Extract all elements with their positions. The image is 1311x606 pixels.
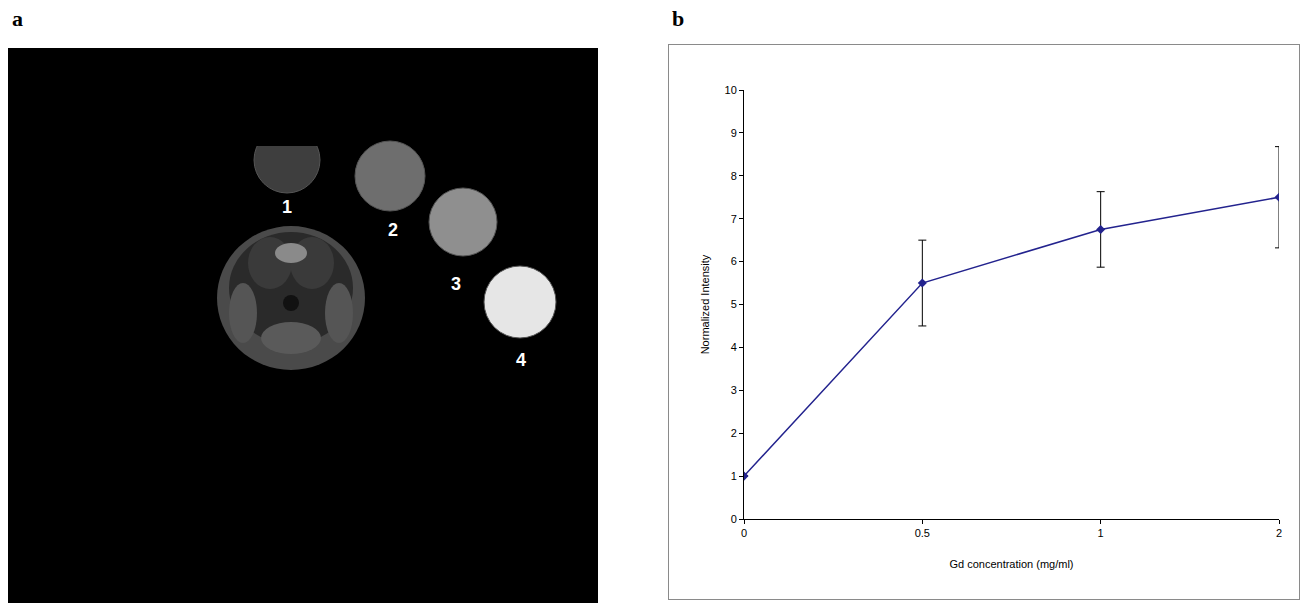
svg-text:2: 2 [731, 427, 737, 439]
svg-text:10: 10 [725, 84, 737, 96]
svg-text:3: 3 [451, 274, 461, 294]
svg-text:8: 8 [731, 170, 737, 182]
svg-text:0: 0 [741, 527, 747, 539]
svg-text:Normalized Intensity: Normalized Intensity [699, 254, 711, 354]
svg-text:3: 3 [731, 384, 737, 396]
svg-text:6: 6 [731, 255, 737, 267]
svg-text:2: 2 [388, 220, 398, 240]
svg-text:5: 5 [731, 298, 737, 310]
svg-text:1: 1 [731, 470, 737, 482]
html-text:a: a [12, 6, 23, 31]
svg-text:1: 1 [282, 197, 292, 217]
svg-text:1: 1 [1098, 527, 1104, 539]
svg-text:0: 0 [731, 513, 737, 525]
svg-text:2: 2 [1276, 527, 1282, 539]
svg-text:4: 4 [516, 350, 526, 370]
svg-text:7: 7 [731, 213, 737, 225]
svg-text:Gd concentration (mg/ml): Gd concentration (mg/ml) [949, 558, 1073, 570]
svg-text:4: 4 [731, 341, 737, 353]
html-text:b: b [672, 6, 685, 31]
svg-text:0.5: 0.5 [915, 527, 930, 539]
svg-text:9: 9 [731, 127, 737, 139]
